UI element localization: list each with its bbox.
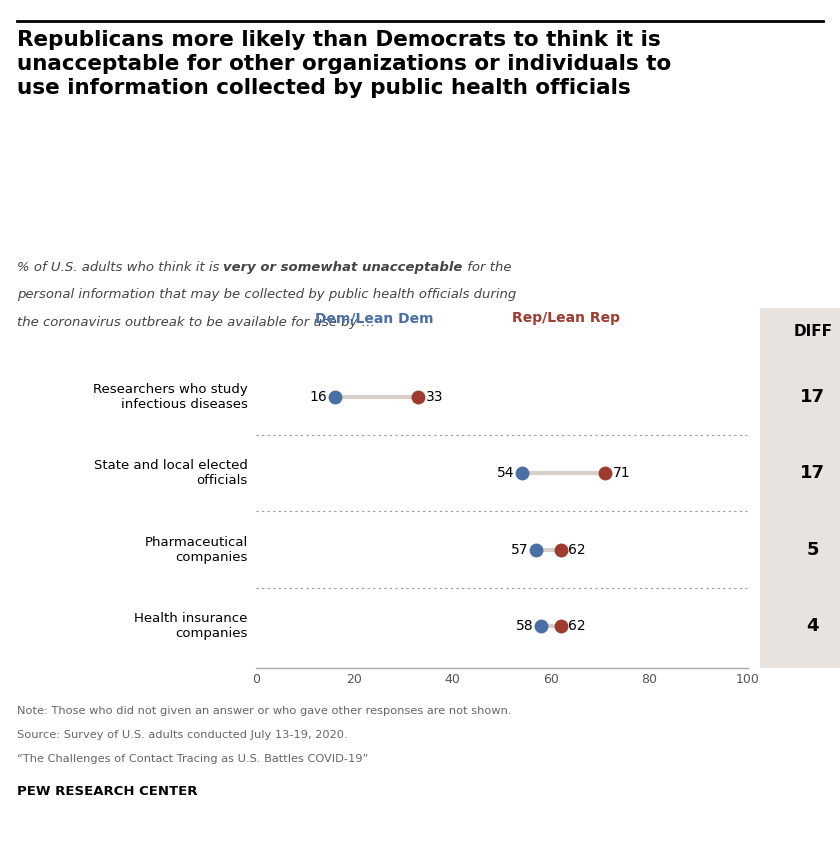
Text: very or somewhat unacceptable: very or somewhat unacceptable bbox=[223, 261, 463, 274]
Point bbox=[534, 619, 548, 633]
Text: 57: 57 bbox=[512, 543, 529, 556]
Text: 17: 17 bbox=[801, 388, 825, 406]
Text: State and local elected
officials: State and local elected officials bbox=[94, 460, 248, 487]
Point bbox=[328, 390, 342, 404]
Text: DIFF: DIFF bbox=[793, 324, 832, 339]
Text: 58: 58 bbox=[517, 619, 534, 633]
Point bbox=[554, 543, 568, 556]
Text: Researchers who study
infectious diseases: Researchers who study infectious disease… bbox=[93, 383, 248, 411]
Text: Dem/Lean Dem: Dem/Lean Dem bbox=[315, 312, 433, 325]
Text: personal information that may be collected by public health officials during: personal information that may be collect… bbox=[17, 288, 516, 301]
Text: Source: Survey of U.S. adults conducted July 13-19, 2020.: Source: Survey of U.S. adults conducted … bbox=[17, 730, 348, 740]
Text: % of U.S. adults who think it is: % of U.S. adults who think it is bbox=[17, 261, 223, 274]
Text: for the: for the bbox=[463, 261, 512, 274]
Text: 5: 5 bbox=[806, 540, 819, 559]
Text: Republicans more likely than Democrats to think it is
unacceptable for other org: Republicans more likely than Democrats t… bbox=[17, 30, 671, 98]
Text: 71: 71 bbox=[612, 467, 630, 480]
Point bbox=[598, 467, 612, 480]
Point bbox=[412, 390, 425, 404]
Text: the coronavirus outbreak to be available for use by …: the coronavirus outbreak to be available… bbox=[17, 316, 375, 329]
Text: 62: 62 bbox=[568, 619, 585, 633]
Text: 33: 33 bbox=[426, 390, 444, 404]
Text: 62: 62 bbox=[568, 543, 585, 556]
Text: “The Challenges of Contact Tracing as U.S. Battles COVID-19”: “The Challenges of Contact Tracing as U.… bbox=[17, 754, 368, 764]
Text: Pharmaceutical
companies: Pharmaceutical companies bbox=[144, 536, 248, 563]
Text: PEW RESEARCH CENTER: PEW RESEARCH CENTER bbox=[17, 785, 197, 798]
Text: Note: Those who did not given an answer or who gave other responses are not show: Note: Those who did not given an answer … bbox=[17, 706, 512, 716]
Point bbox=[515, 467, 528, 480]
Text: 16: 16 bbox=[310, 390, 328, 404]
Text: Rep/Lean Rep: Rep/Lean Rep bbox=[512, 312, 620, 325]
Text: 17: 17 bbox=[801, 464, 825, 483]
Text: 4: 4 bbox=[806, 617, 819, 635]
Point bbox=[554, 619, 568, 633]
Point bbox=[529, 543, 543, 556]
Text: 54: 54 bbox=[496, 467, 514, 480]
Text: Health insurance
companies: Health insurance companies bbox=[134, 612, 248, 639]
